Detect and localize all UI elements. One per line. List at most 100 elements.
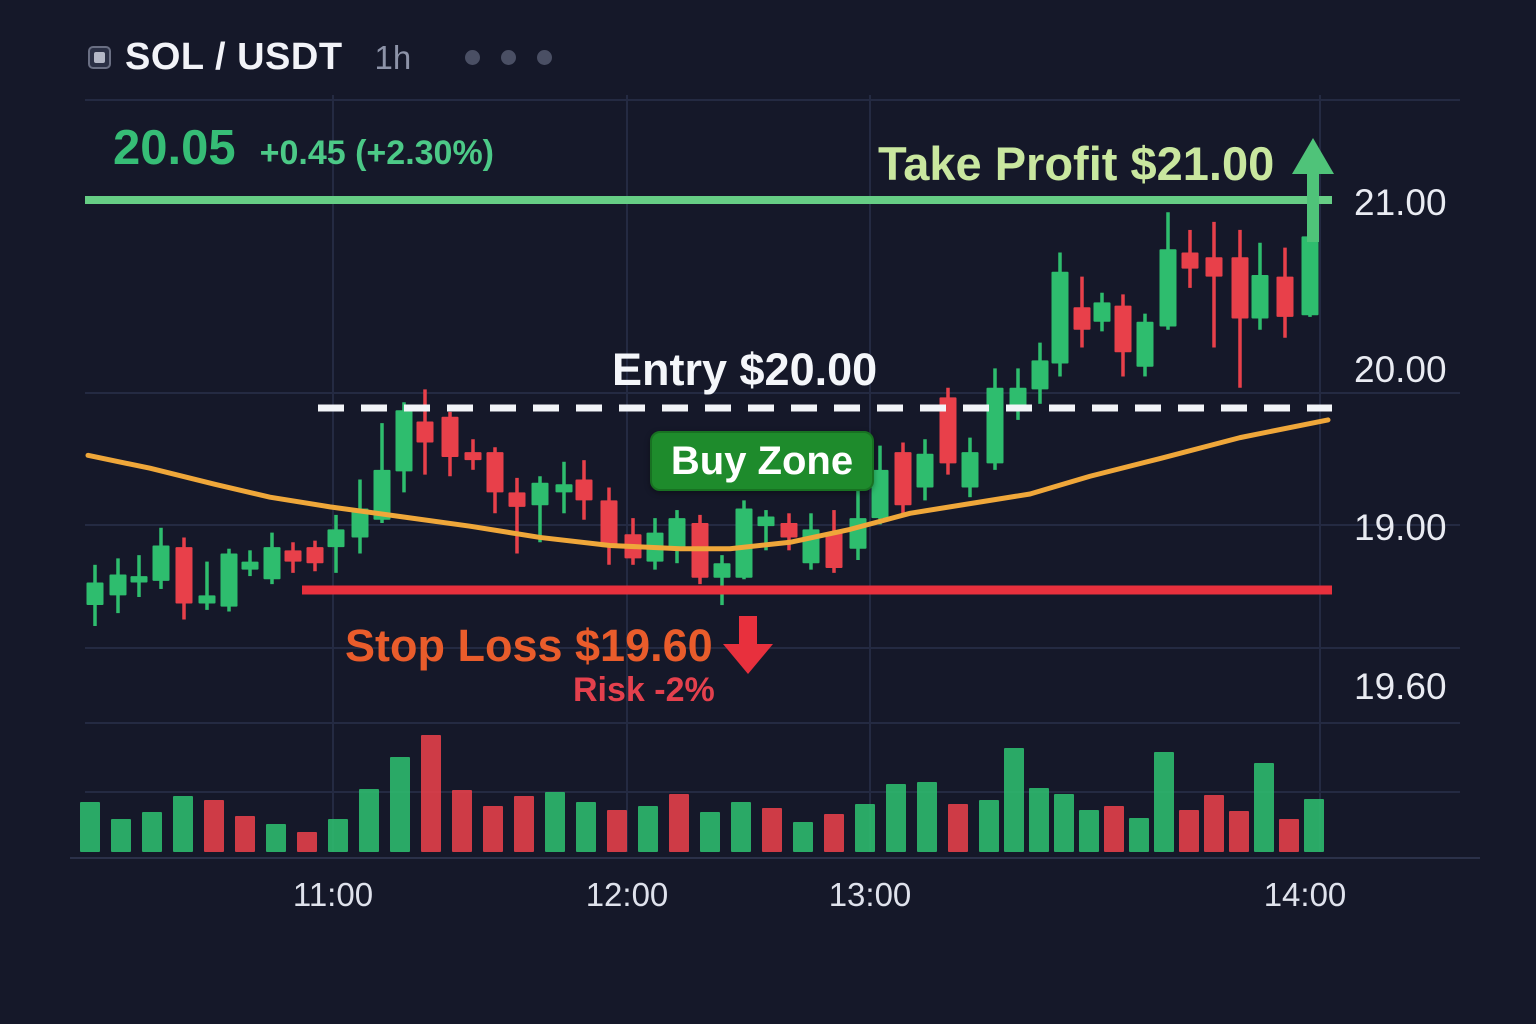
candle-up [351,508,369,538]
candle-up [1093,302,1111,322]
take-profit-label: Take Profit $21.00 [878,137,1275,190]
candle-up [531,482,549,506]
volume-bar [1154,752,1174,852]
candle-down [825,532,843,569]
candle-up [986,387,1004,464]
volume-bar [576,802,596,852]
candle-down [464,452,482,461]
candle-up [713,563,731,578]
candle-up [263,547,281,580]
candle-up [395,410,413,472]
symbol-pair-label: SOL / USDT [125,36,343,78]
candle-up [1031,360,1049,390]
candle-down [600,500,618,548]
entry-label: Entry $20.00 [612,344,878,395]
volume-bar [948,804,968,852]
volume-bar [886,784,906,852]
candle-up [555,484,573,493]
candle-up [130,576,148,583]
volume-bar [731,802,751,852]
volume-bar [545,792,565,852]
volume-bar [762,808,782,852]
volume-bar [111,819,131,852]
price-readout: 20.05 +0.45 (+2.30%) [113,120,494,176]
volume-bar [80,802,100,852]
price-change: +0.45 (+2.30%) [259,134,495,172]
candle-up [198,595,216,604]
chart-header: SOL / USDT 1h [88,36,553,79]
volume-bar [173,796,193,852]
volume-bar [1029,788,1049,852]
candle-down [441,416,459,457]
candle-up [373,469,391,520]
candle-up [757,516,775,527]
buy-zone-button[interactable]: Buy Zone [650,431,874,491]
candle-down [486,452,504,493]
timeframe-selector[interactable]: 1h [374,38,412,76]
gridlines [85,95,1460,852]
volume-bar [1279,819,1299,852]
candle-up [1009,387,1027,406]
volume-bar [142,812,162,852]
volume-bar [1054,794,1074,852]
candle-up [916,453,934,488]
candle-up [668,518,686,551]
arrow-up-icon [1292,138,1334,242]
volume-bar [638,806,658,852]
volume-bar [1104,806,1124,852]
candle-up [1051,271,1069,364]
candle-up [327,529,345,548]
volume-bar [979,800,999,852]
candle-up [152,545,170,581]
volume-bar [1254,763,1274,852]
candle-down [1181,252,1199,269]
candle-up [1301,236,1319,316]
candle-up [735,508,753,578]
volume-bar [1229,811,1249,852]
risk-label: Risk -2% [573,671,715,709]
volume-bar [700,812,720,852]
candle-down [416,421,434,443]
more-dots-icon[interactable] [465,50,553,65]
candle-down [575,479,593,501]
candle-up [961,452,979,488]
candle-down [1114,305,1132,353]
volume-bar [421,735,441,852]
candle-down [894,452,912,506]
volume-bar [359,789,379,852]
candle-up [1159,249,1177,327]
volume-bar [483,806,503,852]
stop-loss-label: Stop Loss $19.60 [345,620,713,671]
volume-bar [669,794,689,852]
volume-bar [1129,818,1149,852]
candle-up [241,561,259,570]
candle-up [871,469,889,519]
volume-bar [1179,810,1199,852]
volume-bar [824,814,844,852]
volume-bar [266,824,286,852]
arrow-down-icon [723,616,773,674]
candle-down [284,550,302,562]
candle-down [780,522,798,538]
volume-bar [1204,795,1224,852]
volume-bar [204,800,224,852]
volume-bar [793,822,813,852]
candle-down [1276,276,1294,317]
volume-bar [1004,748,1024,852]
candle-up [1251,275,1269,319]
candlestick-series [86,199,1319,626]
candle-up [109,574,127,596]
candle-up [86,582,104,606]
volume-bar [328,819,348,852]
volume-bar [390,757,410,852]
candle-down [175,547,193,604]
volume-bar [917,782,937,852]
candle-down [1231,257,1249,319]
volume-bar [855,804,875,852]
candle-down [1205,257,1223,277]
volume-bar [514,796,534,852]
candle-up [849,518,867,549]
candle-down [1073,307,1091,330]
